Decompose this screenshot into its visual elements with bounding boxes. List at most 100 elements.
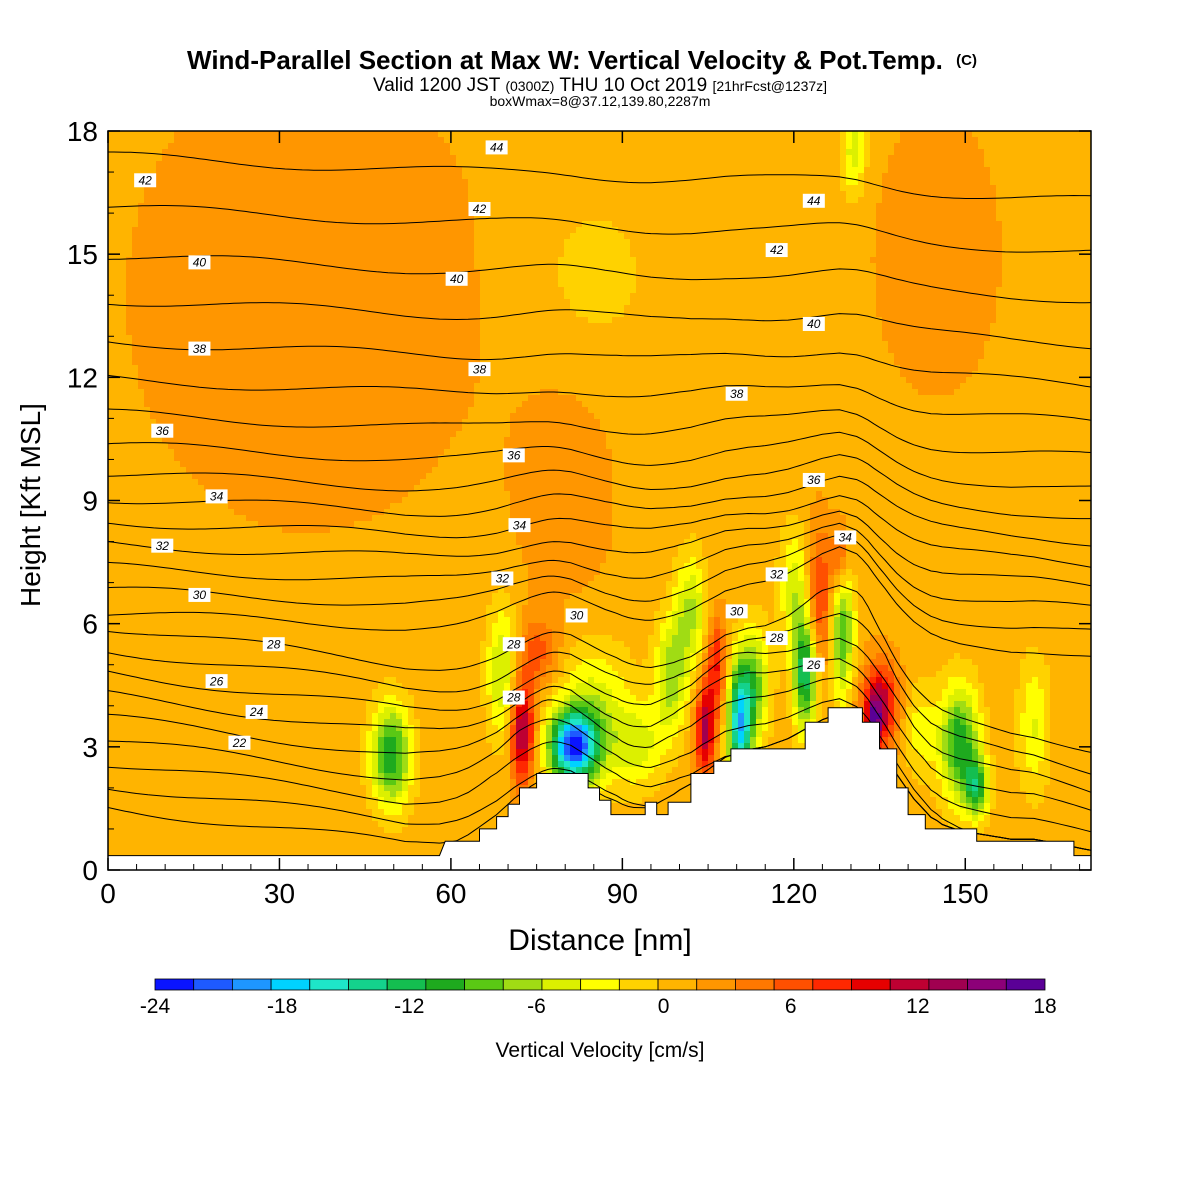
w-cell [672, 149, 679, 156]
w-cell [606, 245, 613, 252]
w-cell [210, 161, 217, 168]
w-cell [1020, 269, 1027, 276]
w-cell [576, 155, 583, 162]
w-cell [1002, 179, 1009, 186]
w-cell [858, 209, 865, 216]
w-cell [774, 287, 781, 294]
w-cell [492, 311, 499, 318]
w-cell [180, 215, 187, 222]
w-cell [732, 191, 739, 198]
w-cell [876, 281, 883, 288]
w-cell [1074, 257, 1081, 264]
w-cell [828, 221, 835, 228]
w-cell [966, 293, 973, 300]
w-cell [162, 179, 169, 186]
w-cell [378, 263, 385, 270]
w-cell [270, 245, 277, 252]
w-cell [732, 161, 739, 168]
w-cell [264, 173, 271, 180]
w-cell [138, 221, 145, 228]
w-cell [618, 137, 625, 144]
w-cell [1026, 227, 1033, 234]
w-cell [228, 215, 235, 222]
w-cell [414, 161, 421, 168]
w-cell [768, 131, 775, 138]
w-cell [174, 293, 181, 300]
w-cell [558, 233, 565, 240]
w-cell [516, 191, 523, 198]
w-cell [1008, 263, 1015, 270]
w-cell [744, 173, 751, 180]
w-cell [996, 173, 1003, 180]
w-cell [1074, 143, 1081, 150]
w-cell [1080, 287, 1087, 294]
w-cell [936, 185, 943, 192]
w-cell [354, 137, 361, 144]
w-cell [144, 155, 151, 162]
w-cell [372, 179, 379, 186]
w-cell [918, 269, 925, 276]
w-cell [612, 287, 619, 294]
w-cell [1068, 227, 1075, 234]
w-cell [690, 221, 697, 228]
w-cell [420, 179, 427, 186]
w-cell [774, 131, 781, 138]
w-cell [468, 263, 475, 270]
w-cell [600, 143, 607, 150]
w-cell [1086, 281, 1091, 288]
w-cell [738, 227, 745, 234]
w-cell [762, 155, 769, 162]
w-cell [726, 131, 733, 138]
w-cell [720, 191, 727, 198]
w-cell [1014, 167, 1021, 174]
w-cell [378, 161, 385, 168]
w-cell [168, 281, 175, 288]
w-cell [960, 131, 967, 138]
w-cell [960, 275, 967, 282]
w-cell [396, 209, 403, 216]
w-cell [294, 167, 301, 174]
w-cell [1056, 167, 1063, 174]
w-cell [234, 179, 241, 186]
w-cell [276, 263, 283, 270]
w-cell [132, 209, 139, 216]
w-cell [132, 239, 139, 246]
w-cell [150, 155, 157, 162]
w-cell [504, 305, 511, 312]
w-cell [264, 311, 271, 318]
w-cell [882, 287, 889, 294]
w-cell [414, 179, 421, 186]
w-cell [756, 239, 763, 246]
w-cell [690, 215, 697, 222]
w-cell [714, 251, 721, 258]
w-cell [930, 167, 937, 174]
w-cell [456, 203, 463, 210]
w-cell [696, 155, 703, 162]
w-cell [114, 209, 121, 216]
w-cell [354, 167, 361, 174]
w-cell [330, 311, 337, 318]
w-cell [288, 179, 295, 186]
w-cell [216, 191, 223, 198]
w-cell [540, 227, 547, 234]
w-cell [780, 179, 787, 186]
w-cell [444, 173, 451, 180]
w-cell [174, 305, 181, 312]
w-cell [318, 245, 325, 252]
w-cell [858, 131, 865, 138]
w-cell [750, 209, 757, 216]
w-cell [528, 185, 535, 192]
w-cell [372, 233, 379, 240]
w-cell [456, 137, 463, 144]
w-cell [600, 233, 607, 240]
w-cell [270, 149, 277, 156]
w-cell [396, 305, 403, 312]
w-cell [438, 221, 445, 228]
w-cell [384, 305, 391, 312]
w-cell [426, 275, 433, 282]
w-cell [516, 251, 523, 258]
w-cell [618, 149, 625, 156]
w-cell [336, 161, 343, 168]
w-cell [612, 173, 619, 180]
w-cell [966, 191, 973, 198]
